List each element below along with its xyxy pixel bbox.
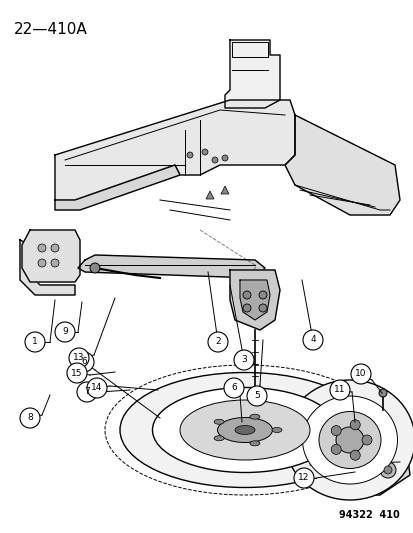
Text: 15: 15 — [71, 368, 83, 377]
Circle shape — [259, 291, 266, 299]
Text: 4: 4 — [309, 335, 315, 344]
Circle shape — [383, 466, 391, 474]
Ellipse shape — [214, 419, 223, 424]
Polygon shape — [206, 191, 214, 199]
Ellipse shape — [284, 380, 413, 500]
Circle shape — [242, 291, 250, 299]
Ellipse shape — [249, 414, 259, 419]
Circle shape — [51, 244, 59, 252]
Ellipse shape — [271, 427, 281, 432]
Ellipse shape — [217, 417, 272, 442]
Circle shape — [302, 330, 322, 350]
Text: 1: 1 — [32, 337, 38, 346]
Circle shape — [207, 332, 228, 352]
Circle shape — [223, 378, 243, 398]
Circle shape — [329, 380, 349, 400]
Text: 9: 9 — [62, 327, 68, 336]
Text: 11: 11 — [333, 385, 345, 394]
Circle shape — [74, 352, 94, 372]
Circle shape — [259, 304, 266, 312]
Circle shape — [293, 468, 313, 488]
Polygon shape — [224, 40, 279, 108]
Polygon shape — [230, 270, 279, 330]
Text: 2: 2 — [215, 337, 220, 346]
Polygon shape — [240, 280, 269, 320]
Polygon shape — [78, 255, 264, 278]
Circle shape — [77, 382, 97, 402]
Circle shape — [379, 462, 395, 478]
Ellipse shape — [214, 436, 223, 441]
Circle shape — [361, 435, 371, 445]
Circle shape — [38, 259, 46, 267]
Circle shape — [25, 332, 45, 352]
Circle shape — [221, 155, 228, 161]
Polygon shape — [22, 230, 80, 282]
Polygon shape — [304, 450, 409, 495]
Circle shape — [20, 408, 40, 428]
Text: 5: 5 — [254, 392, 259, 400]
Circle shape — [247, 386, 266, 406]
Ellipse shape — [235, 425, 254, 434]
Text: 14: 14 — [91, 384, 102, 392]
Circle shape — [233, 350, 254, 370]
Ellipse shape — [120, 373, 369, 488]
Circle shape — [349, 450, 359, 460]
Ellipse shape — [318, 411, 380, 469]
Polygon shape — [55, 165, 180, 210]
Circle shape — [90, 263, 100, 273]
Text: 7: 7 — [84, 387, 90, 397]
Circle shape — [350, 364, 370, 384]
Ellipse shape — [302, 396, 396, 484]
Circle shape — [187, 152, 192, 158]
Polygon shape — [221, 186, 228, 194]
Ellipse shape — [180, 400, 309, 460]
Circle shape — [330, 445, 340, 455]
Ellipse shape — [152, 387, 337, 472]
Circle shape — [69, 348, 89, 368]
Text: 22—410A: 22—410A — [14, 22, 88, 37]
Circle shape — [349, 420, 359, 430]
Polygon shape — [284, 115, 399, 215]
Circle shape — [67, 363, 87, 383]
Ellipse shape — [249, 441, 259, 446]
Circle shape — [87, 378, 107, 398]
Text: 6: 6 — [230, 384, 236, 392]
Text: 10: 10 — [354, 369, 366, 378]
Circle shape — [51, 259, 59, 267]
Circle shape — [378, 389, 386, 397]
Circle shape — [330, 425, 340, 435]
Circle shape — [211, 157, 218, 163]
Text: 3: 3 — [240, 356, 246, 365]
Text: 94322  410: 94322 410 — [338, 510, 399, 520]
Circle shape — [242, 304, 250, 312]
Polygon shape — [20, 240, 75, 295]
Ellipse shape — [335, 427, 363, 453]
Text: 6: 6 — [81, 358, 87, 367]
Text: 12: 12 — [298, 473, 309, 482]
Circle shape — [55, 322, 75, 342]
Circle shape — [202, 149, 207, 155]
Text: 13: 13 — [73, 353, 85, 362]
Text: 8: 8 — [27, 414, 33, 423]
Circle shape — [38, 244, 46, 252]
Polygon shape — [55, 100, 294, 200]
